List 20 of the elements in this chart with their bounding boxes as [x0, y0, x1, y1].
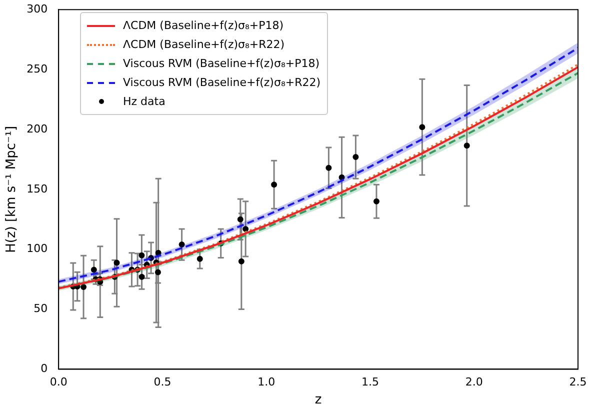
legend-label: ΛCDM (Baseline+f(z)σ₈+R22)	[123, 38, 285, 51]
x-tick-label: 1.5	[361, 376, 379, 389]
y-tick-label: 200	[26, 122, 48, 136]
y-tick-label: 100	[26, 242, 48, 256]
y-tick-label: 50	[34, 302, 48, 316]
x-tick-label: 2.0	[465, 376, 483, 389]
legend-label: Hz data	[123, 95, 166, 108]
x-tick-label: 2.5	[569, 376, 587, 389]
x-tick-label: 0.0	[50, 376, 68, 389]
y-tick-label: 300	[26, 2, 48, 16]
legend-label: Viscous RVM (Baseline+f(z)σ₈+P18)	[123, 57, 320, 70]
y-tick-label: 0	[40, 362, 48, 376]
y-axis-title: H(z) [km s⁻¹ Mpc⁻¹]	[4, 126, 20, 253]
x-tick-label: 1.0	[258, 376, 276, 389]
y-tick-label: 150	[26, 182, 48, 196]
legend-label: ΛCDM (Baseline+f(z)σ₈+P18)	[123, 19, 284, 32]
y-tick-label: 250	[26, 62, 48, 76]
x-tick-label: 0.5	[154, 376, 172, 389]
x-axis-title: z	[314, 392, 322, 408]
legend-label: Viscous RVM (Baseline+f(z)σ₈+R22)	[123, 76, 321, 89]
